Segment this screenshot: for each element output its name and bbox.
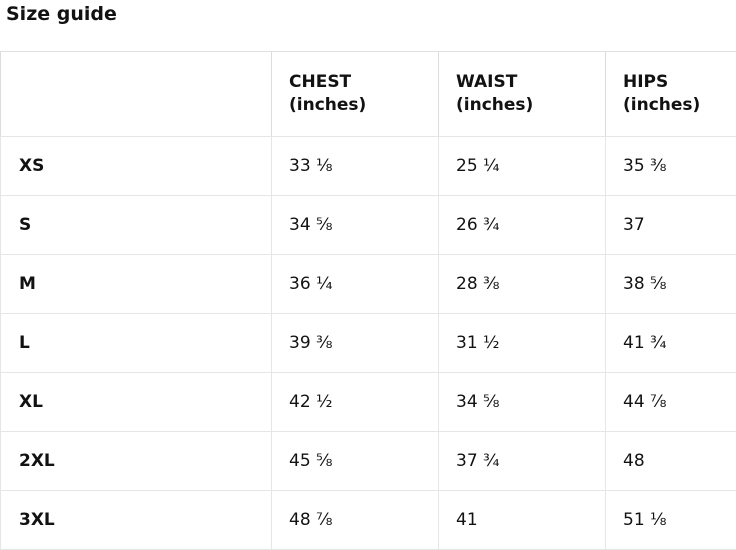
hips-value-cell: 38 ⅝ (605, 254, 736, 314)
size-label-cell: XL (0, 372, 272, 432)
waist-value-cell: 41 (438, 490, 606, 550)
hips-column-header: HIPS (inches) (605, 51, 736, 137)
hips-column-name: HIPS (623, 72, 669, 92)
hips-value-cell: 44 ⅞ (605, 372, 736, 432)
waist-column-unit: (inches) (456, 95, 534, 115)
size-label-cell: 2XL (0, 431, 272, 491)
table-row-3xl: 3XL 48 ⅞ 41 51 ⅛ (0, 490, 736, 550)
chest-column-header: CHEST (inches) (271, 51, 439, 137)
size-label-cell: XS (0, 136, 272, 196)
waist-value-cell: 34 ⅝ (438, 372, 606, 432)
hips-value-cell: 41 ¾ (605, 313, 736, 373)
table-row-xl: XL 42 ½ 34 ⅝ 44 ⅞ (0, 372, 736, 432)
page-title: Size guide (6, 3, 117, 25)
chest-value-cell: 36 ¼ (271, 254, 439, 314)
chest-value-cell: 33 ⅛ (271, 136, 439, 196)
waist-value-cell: 25 ¼ (438, 136, 606, 196)
waist-column-name: WAIST (456, 72, 518, 92)
size-label-cell: S (0, 195, 272, 255)
table-row-l: L 39 ⅜ 31 ½ 41 ¾ (0, 313, 736, 373)
waist-value-cell: 26 ¾ (438, 195, 606, 255)
waist-value-cell: 31 ½ (438, 313, 606, 373)
waist-column-header: WAIST (inches) (438, 51, 606, 137)
size-column-header (0, 51, 272, 137)
chest-column-unit: (inches) (289, 95, 367, 115)
chest-value-cell: 34 ⅝ (271, 195, 439, 255)
chest-value-cell: 42 ½ (271, 372, 439, 432)
table-row-s: S 34 ⅝ 26 ¾ 37 (0, 195, 736, 255)
hips-column-unit: (inches) (623, 95, 701, 115)
table-header-row: CHEST (inches) WAIST (inches) HIPS (inch… (0, 51, 736, 137)
table-row-xs: XS 33 ⅛ 25 ¼ 35 ⅜ (0, 136, 736, 196)
chest-value-cell: 39 ⅜ (271, 313, 439, 373)
size-label-cell: 3XL (0, 490, 272, 550)
waist-value-cell: 37 ¾ (438, 431, 606, 491)
size-guide-table-container: CHEST (inches) WAIST (inches) HIPS (inch… (0, 51, 736, 550)
waist-value-cell: 28 ⅜ (438, 254, 606, 314)
table-row-m: M 36 ¼ 28 ⅜ 38 ⅝ (0, 254, 736, 314)
table-row-2xl: 2XL 45 ⅝ 37 ¾ 48 (0, 431, 736, 491)
size-label-cell: M (0, 254, 272, 314)
hips-value-cell: 48 (605, 431, 736, 491)
hips-value-cell: 51 ⅛ (605, 490, 736, 550)
hips-value-cell: 37 (605, 195, 736, 255)
size-guide-table: CHEST (inches) WAIST (inches) HIPS (inch… (0, 51, 736, 550)
chest-value-cell: 48 ⅞ (271, 490, 439, 550)
size-label-cell: L (0, 313, 272, 373)
chest-value-cell: 45 ⅝ (271, 431, 439, 491)
hips-value-cell: 35 ⅜ (605, 136, 736, 196)
chest-column-name: CHEST (289, 72, 352, 92)
